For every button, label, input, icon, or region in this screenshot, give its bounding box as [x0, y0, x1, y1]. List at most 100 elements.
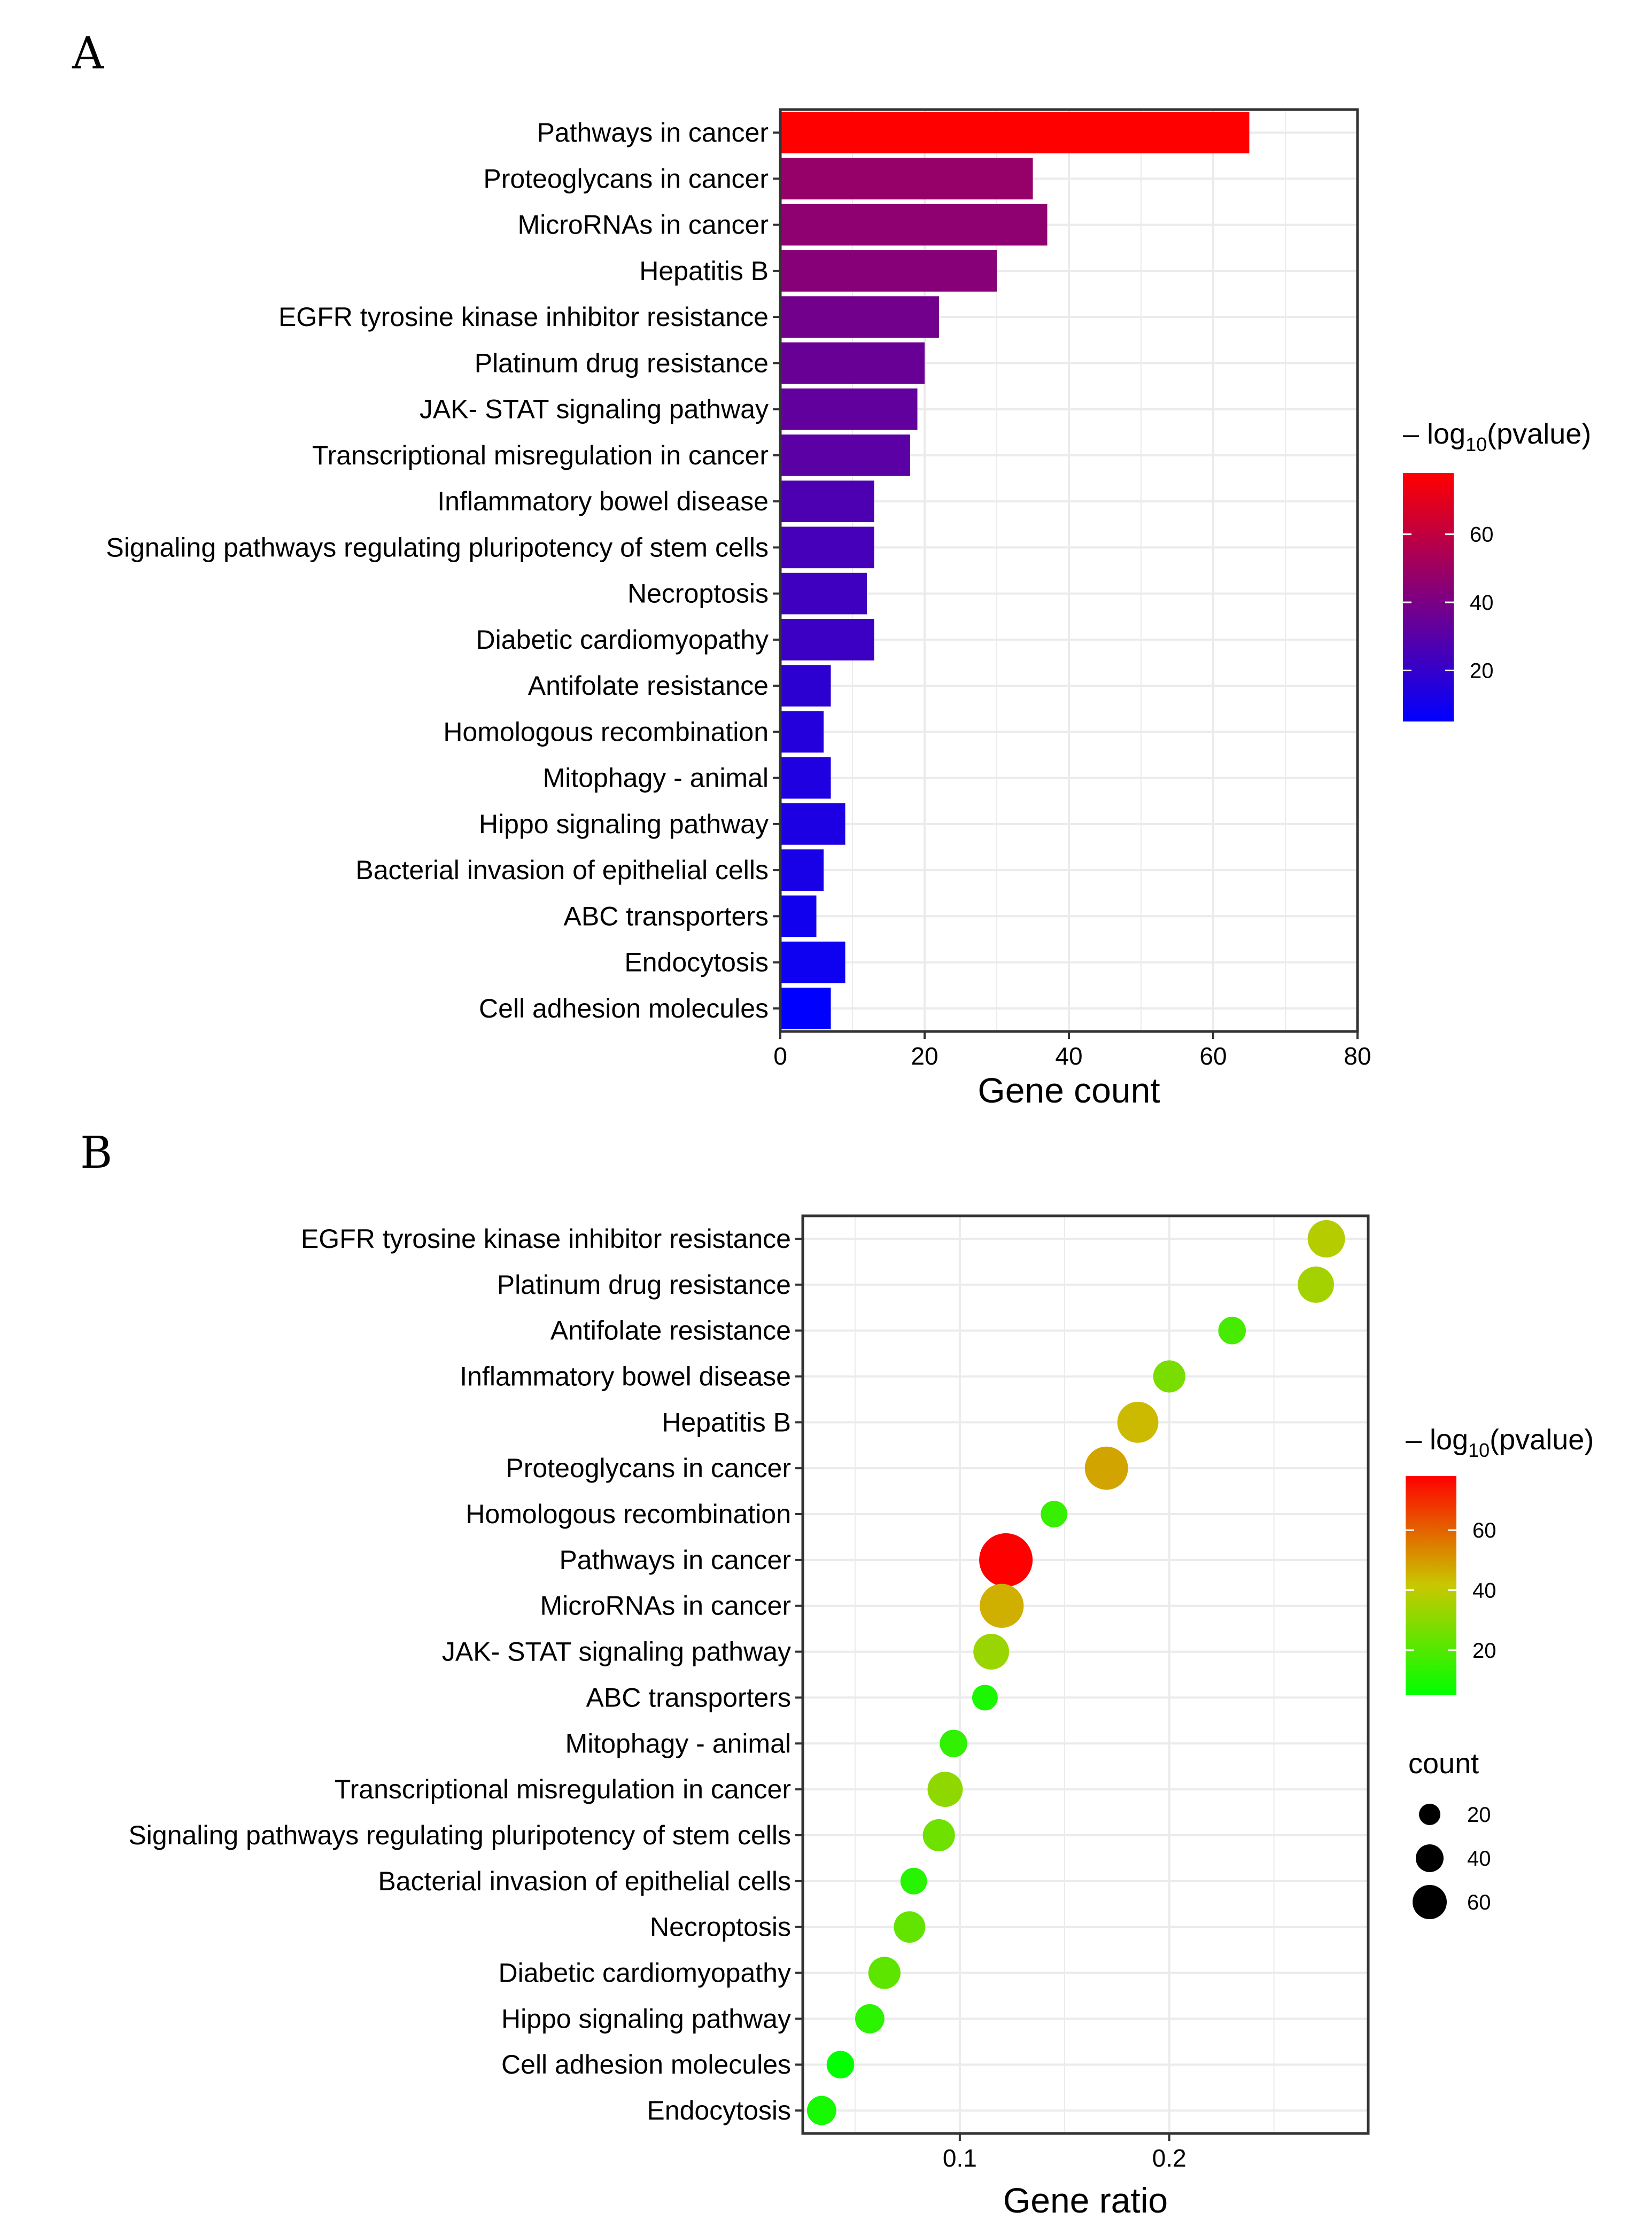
dot: [868, 1957, 901, 1989]
dot-plot-b: EGFR tyrosine kinase inhibitor resistanc…: [128, 1214, 1370, 2220]
y-tick-label: Inflammatory bowel disease: [460, 1361, 791, 1391]
y-tick-label: Homologous recombination: [443, 717, 769, 747]
bar: [780, 849, 824, 891]
x-tick-label: 20: [911, 1042, 938, 1070]
dot: [1084, 1446, 1128, 1490]
size-legend-label: 60: [1467, 1891, 1491, 1914]
dot: [855, 2004, 885, 2034]
x-tick-label: 0.2: [1152, 2144, 1186, 2172]
dot: [979, 1533, 1033, 1587]
y-tick-label: Bacterial invasion of epithelial cells: [355, 855, 769, 885]
dot: [1153, 1360, 1185, 1393]
bar: [780, 158, 1033, 200]
legend-tick-label: 40: [1470, 591, 1494, 615]
y-tick-label: Necroptosis: [650, 1912, 791, 1942]
bar: [780, 434, 910, 476]
dot: [1117, 1401, 1159, 1443]
y-tick-label: JAK- STAT signaling pathway: [420, 394, 769, 424]
dot: [806, 2096, 836, 2125]
legend-tick-label: 40: [1472, 1579, 1496, 1602]
bar: [780, 204, 1048, 246]
y-tick-label: EGFR tyrosine kinase inhibitor resistanc…: [278, 302, 769, 332]
x-axis-title-a: Gene count: [978, 1070, 1160, 1110]
y-tick-label: Antifolate resistance: [528, 671, 769, 701]
y-tick-label: Diabetic cardiomyopathy: [499, 1958, 792, 1988]
y-tick-label: EGFR tyrosine kinase inhibitor resistanc…: [301, 1224, 791, 1254]
bar-chart-a: Pathways in cancer Proteoglycans in cance…: [106, 108, 1371, 1110]
bar: [780, 112, 1250, 153]
y-tick-label: Mitophagy - animal: [565, 1728, 791, 1758]
y-tick-label: Signaling pathways regulating pluripoten…: [128, 1820, 791, 1850]
bar: [780, 711, 824, 753]
bar: [780, 250, 997, 292]
size-legend-dot: [1413, 1885, 1447, 1919]
y-tick-label: JAK- STAT signaling pathway: [442, 1637, 791, 1667]
y-tick-label: Transcriptional misregulation in cancer: [312, 440, 769, 470]
dot: [1298, 1266, 1335, 1303]
y-tick-label: Antifolate resistance: [550, 1316, 791, 1346]
color-bar-b: [1406, 1476, 1456, 1695]
dot: [900, 1867, 927, 1895]
dot: [922, 1819, 955, 1852]
y-tick-label: Platinum drug resistance: [475, 348, 769, 378]
legend-tick-label: 60: [1472, 1519, 1496, 1542]
dot: [1218, 1316, 1246, 1345]
x-axis-title-b: Gene ratio: [1003, 2180, 1168, 2220]
y-tick-label: Mitophagy - animal: [543, 763, 769, 793]
dot: [980, 1584, 1024, 1628]
dot: [973, 1634, 1010, 1670]
size-legend-dot: [1416, 1844, 1444, 1872]
legend-tick-label: 20: [1472, 1639, 1496, 1663]
legend-tick-label: 20: [1470, 659, 1494, 682]
y-tick-label: Hepatitis B: [662, 1407, 791, 1437]
size-legend-title: count: [1408, 1748, 1479, 1780]
bar: [780, 757, 831, 799]
y-tick-label: Bacterial invasion of epithelial cells: [378, 1866, 791, 1896]
y-tick-label: Signaling pathways regulating pluripoten…: [106, 532, 769, 562]
dot: [1041, 1501, 1068, 1527]
y-tick-label: Proteoglycans in cancer: [506, 1453, 791, 1483]
x-tick-label: 60: [1199, 1042, 1227, 1070]
color-legend-b: – log10(pvalue) 60 40 20: [1406, 1424, 1594, 1695]
color-bar-a: [1403, 473, 1454, 721]
plot-border-b: [801, 1214, 1370, 2135]
legend-tick-label: 60: [1470, 523, 1494, 547]
y-tick-label: Transcriptional misregulation in cancer: [335, 1774, 791, 1804]
y-tick-label: Pathways in cancer: [559, 1545, 791, 1575]
x-tick-label: 0.1: [943, 2144, 977, 2172]
y-tick-label: ABC transporters: [564, 901, 769, 931]
bar: [780, 388, 918, 430]
x-tick-label: 80: [1344, 1042, 1371, 1070]
bar: [780, 296, 939, 338]
bar: [780, 342, 925, 384]
bar: [780, 988, 831, 1029]
y-tick-label: Endocytosis: [624, 948, 769, 977]
bar: [780, 665, 831, 707]
y-tick-label: Homologous recombination: [466, 1499, 791, 1529]
size-legend-label: 40: [1467, 1847, 1491, 1871]
dot: [826, 2051, 855, 2079]
x-tick-label: 0: [773, 1042, 787, 1070]
color-legend-a: – log10(pvalue) 60 40 20: [1403, 418, 1591, 721]
legend-b-title: – log10(pvalue): [1406, 1424, 1594, 1461]
bar: [780, 803, 846, 845]
y-tick-label: Hippo signaling pathway: [479, 809, 769, 839]
bar: [780, 572, 867, 615]
size-legend-label: 20: [1467, 1803, 1491, 1827]
y-tick-label: Cell adhesion molecules: [501, 2050, 791, 2079]
dot: [972, 1685, 998, 1711]
y-tick-label: Necroptosis: [627, 579, 769, 609]
y-tick-label: Endocytosis: [647, 2096, 791, 2125]
plot-area-b: [803, 1216, 1368, 2133]
x-tick-label: 40: [1055, 1042, 1082, 1070]
legend-a-title: – log10(pvalue): [1403, 418, 1591, 455]
y-tick-label: MicroRNAs in cancer: [540, 1591, 791, 1621]
dot: [927, 1772, 963, 1807]
y-tick-label: Hippo signaling pathway: [501, 2004, 791, 2034]
y-tick-label: Pathways in cancer: [537, 118, 769, 148]
y-tick-label: ABC transporters: [586, 1682, 791, 1712]
y-tick-label: Hepatitis B: [639, 256, 769, 286]
size-legend-dot: [1419, 1804, 1440, 1825]
panel-label-b: B: [80, 1128, 112, 1178]
